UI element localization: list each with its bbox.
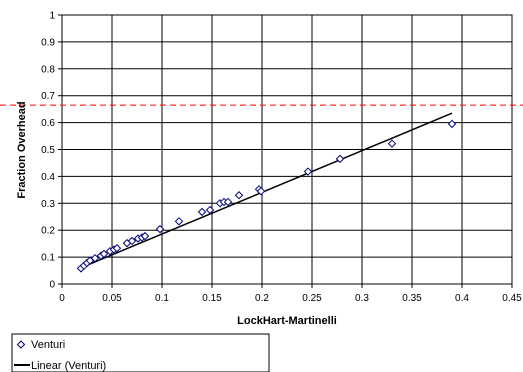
data-point <box>234 191 244 200</box>
x-tick-labels: 0 0.05 0.1 0.15 0.2 0.25 0.3 0.35 0.4 0.45 <box>59 293 522 304</box>
data-point <box>90 253 100 263</box>
legend: Venturi Linear (Venturi) <box>11 333 270 372</box>
y-tick-label: 1 <box>49 11 55 22</box>
trendline-layer <box>81 112 453 269</box>
x-tick-label: 0.1 <box>155 293 169 304</box>
x-tick-label: 0.45 <box>502 293 522 304</box>
x-tick-label: 0.3 <box>355 293 369 304</box>
x-tick-label: 0 <box>59 293 65 304</box>
y-tick-label: 0.8 <box>41 64 55 75</box>
y-tick-label: 0.4 <box>41 172 55 183</box>
x-tick-label: 0.15 <box>202 293 222 304</box>
y-tick-label: 0.2 <box>41 226 55 237</box>
legend-box <box>11 333 270 372</box>
y-tick-label: 0.5 <box>41 145 55 156</box>
x-axis-title: LockHart-Martinelli <box>237 315 337 327</box>
legend-linear-label: Linear (Venturi) <box>31 360 106 372</box>
x-tick-label: 0.25 <box>302 293 322 304</box>
data-point <box>447 119 457 129</box>
data-point <box>155 224 165 234</box>
y-tick-label: 0.9 <box>41 37 55 48</box>
legend-venturi-label: Venturi <box>31 339 65 351</box>
x-tick-label: 0.2 <box>255 293 269 304</box>
y-tick-label: 0 <box>49 280 55 291</box>
gridlines <box>58 14 513 288</box>
y-tick-label: 0.1 <box>41 253 55 264</box>
x-tick-label: 0.35 <box>402 293 422 304</box>
data-point <box>140 231 150 241</box>
data-point <box>387 139 397 148</box>
y-tick-label: 0.6 <box>41 118 55 129</box>
legend-venturi-marker-icon <box>16 340 26 349</box>
data-points <box>76 119 457 273</box>
data-point <box>112 244 122 253</box>
y-tick-labels: 0 0.1 0.2 0.3 0.4 0.5 0.6 0.7 0.8 0.9 1 <box>41 11 55 291</box>
x-tick-label: 0.05 <box>102 293 122 304</box>
trendline <box>81 112 453 269</box>
y-axis-title: Fraction Overhead <box>16 101 28 198</box>
data-point <box>174 217 184 226</box>
x-tick-label: 0.4 <box>455 293 469 304</box>
y-tick-label: 0.7 <box>41 91 55 102</box>
y-tick-label: 0.3 <box>41 199 55 210</box>
data-point <box>256 186 266 196</box>
data-point <box>205 205 215 215</box>
data-point <box>335 154 345 164</box>
data-point <box>303 167 313 176</box>
data-point <box>223 197 233 207</box>
data-point <box>197 207 207 217</box>
data-point <box>127 236 137 246</box>
data-point <box>99 249 109 259</box>
